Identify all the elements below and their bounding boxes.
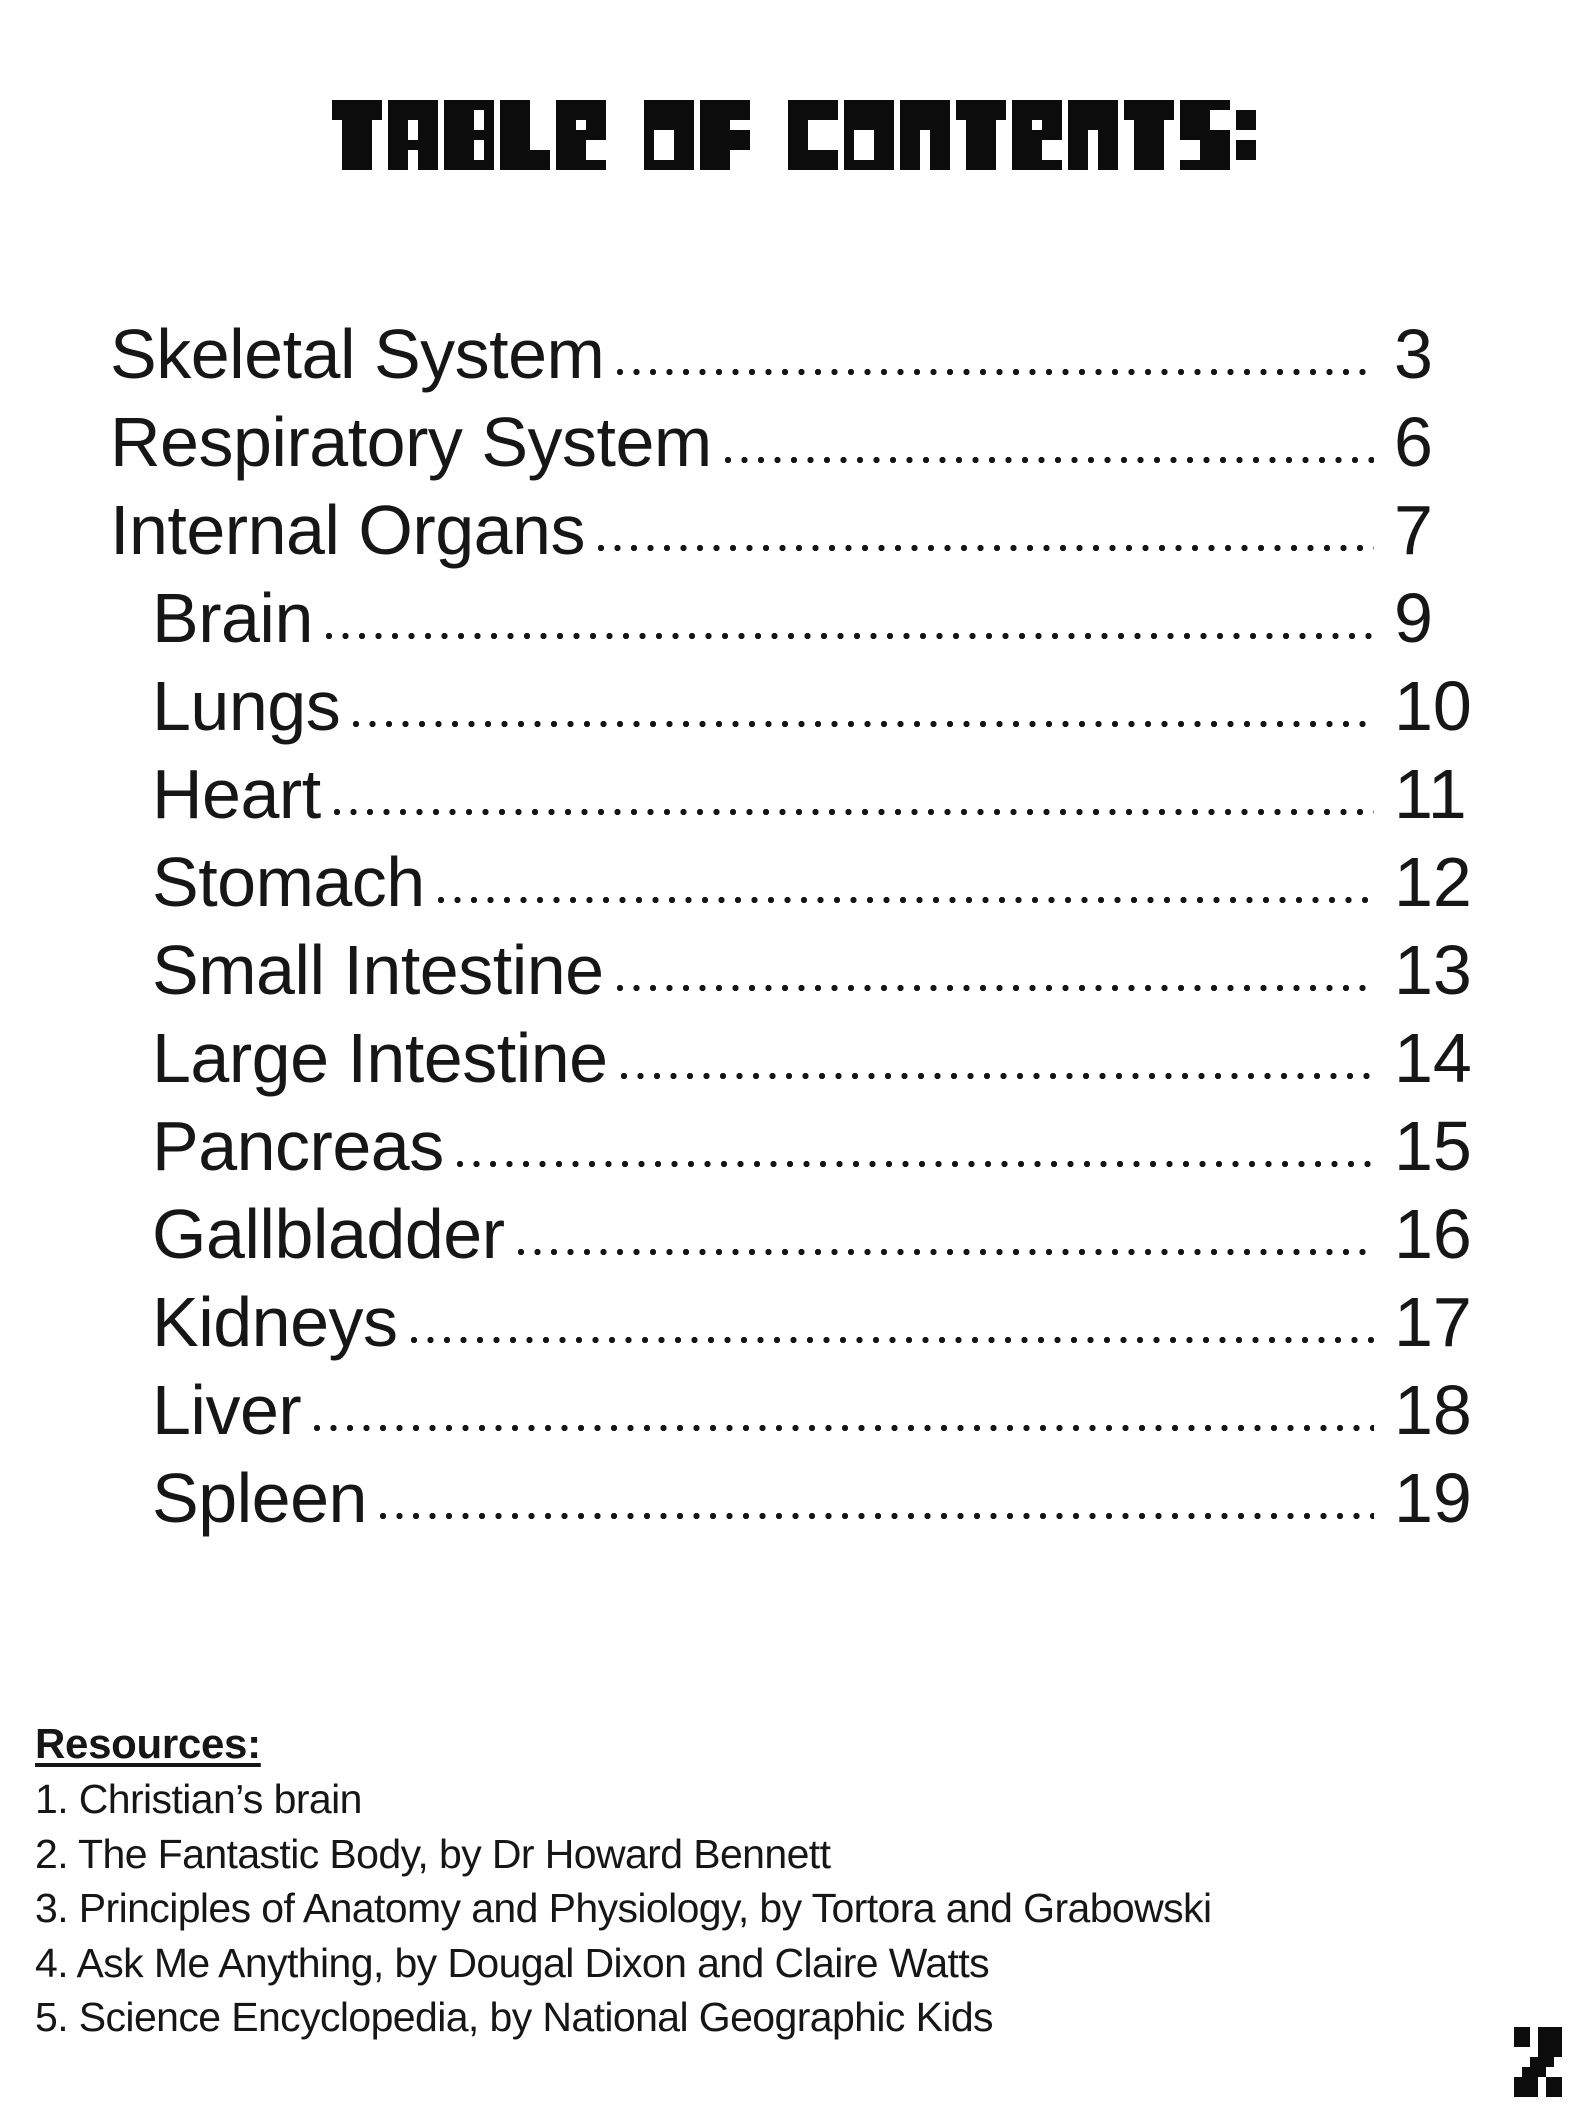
page-title xyxy=(0,100,1588,170)
dot-leader xyxy=(592,544,1374,554)
dot-leader xyxy=(309,1424,1374,1434)
toc-entry-page: 15 xyxy=(1394,1107,1472,1185)
toc-entry-page: 17 xyxy=(1394,1283,1472,1361)
toc-entry-page: 18 xyxy=(1394,1371,1472,1449)
toc-entry-page: 19 xyxy=(1394,1459,1472,1537)
toc-entry: Liver 18 xyxy=(110,1366,1490,1454)
resource-item: 2. The Fantastic Body, by Dr Howard Benn… xyxy=(35,1830,831,1877)
toc-entry-label: Liver xyxy=(152,1371,302,1449)
toc-entry-label: Small Intestine xyxy=(152,931,604,1009)
toc-entry-page: 6 xyxy=(1394,403,1433,481)
toc-entry: Large Intestine 14 xyxy=(110,1014,1490,1102)
dot-leader xyxy=(320,632,1374,642)
toc-entry-page: 11 xyxy=(1394,755,1467,833)
toc-entry-label: Skeletal System xyxy=(110,315,605,393)
dot-leader xyxy=(615,1072,1374,1082)
resource-item: 4. Ask Me Anything, by Dougal Dixon and … xyxy=(35,1939,990,1986)
toc-entry-label: Pancreas xyxy=(152,1107,444,1185)
toc-entry-page: 16 xyxy=(1394,1195,1472,1273)
resources-heading: Resources: xyxy=(35,1720,261,1767)
toc-entry: Pancreas 15 xyxy=(110,1102,1490,1190)
dot-leader xyxy=(328,808,1374,818)
dot-leader xyxy=(451,1160,1374,1170)
page-number xyxy=(1514,2027,1562,2097)
resources-section: Resources: 1. Christian’s brain 2. The F… xyxy=(35,1716,1528,2045)
toc-entry-label: Heart xyxy=(152,755,321,833)
dot-leader xyxy=(611,984,1374,994)
toc-entry: Stomach 12 xyxy=(110,838,1490,926)
toc-entry-page: 14 xyxy=(1394,1019,1472,1097)
toc-entry-label: Respiratory System xyxy=(110,403,712,481)
resource-item: 1. Christian’s brain xyxy=(35,1776,362,1822)
toc-entry-label: Spleen xyxy=(152,1459,367,1537)
toc-entry: Heart 11 xyxy=(110,750,1490,838)
toc-entry-label: Internal Organs xyxy=(110,491,585,569)
toc-entry-label: Kidneys xyxy=(152,1283,398,1361)
toc-entry: Internal Organs 7 xyxy=(110,486,1490,574)
toc-entry: Lungs 10 xyxy=(110,662,1490,750)
toc-entry: Gallbladder 16 xyxy=(110,1190,1490,1278)
toc-entry-label: Brain xyxy=(152,579,313,657)
toc-entry: Kidneys 17 xyxy=(110,1278,1490,1366)
resource-item: 5. Science Encyclopedia, by National Geo… xyxy=(35,1994,994,2040)
toc-entry: Small Intestine 13 xyxy=(110,926,1490,1014)
toc-entry-label: Large Intestine xyxy=(152,1019,608,1097)
toc-entry-page: 3 xyxy=(1394,315,1433,393)
toc-entry-page: 10 xyxy=(1394,667,1472,745)
toc-entry: Spleen 19 xyxy=(110,1454,1490,1542)
dot-leader xyxy=(405,1336,1374,1346)
toc-entry-label: Stomach xyxy=(152,843,425,921)
dot-leader xyxy=(719,456,1374,466)
dot-leader xyxy=(348,720,1374,730)
resource-item: 3. Principles of Anatomy and Physiology,… xyxy=(35,1885,1212,1931)
toc-entry: Brain 9 xyxy=(110,574,1490,662)
dot-leader xyxy=(512,1248,1374,1258)
toc-entry: Skeletal System 3 xyxy=(110,310,1490,398)
toc-entry-page: 12 xyxy=(1394,843,1472,921)
toc-entry-page: 7 xyxy=(1394,491,1433,569)
toc-entry-label: Lungs xyxy=(152,667,341,745)
table-of-contents: Skeletal System 3 Respiratory System 6 I… xyxy=(110,310,1490,1542)
toc-entry: Respiratory System 6 xyxy=(110,398,1490,486)
toc-entry-label: Gallbladder xyxy=(152,1195,505,1273)
dot-leader xyxy=(432,896,1374,906)
toc-entry-page: 9 xyxy=(1394,579,1433,657)
toc-entry-page: 13 xyxy=(1394,931,1472,1009)
dot-leader xyxy=(374,1512,1374,1522)
dot-leader xyxy=(612,368,1374,378)
